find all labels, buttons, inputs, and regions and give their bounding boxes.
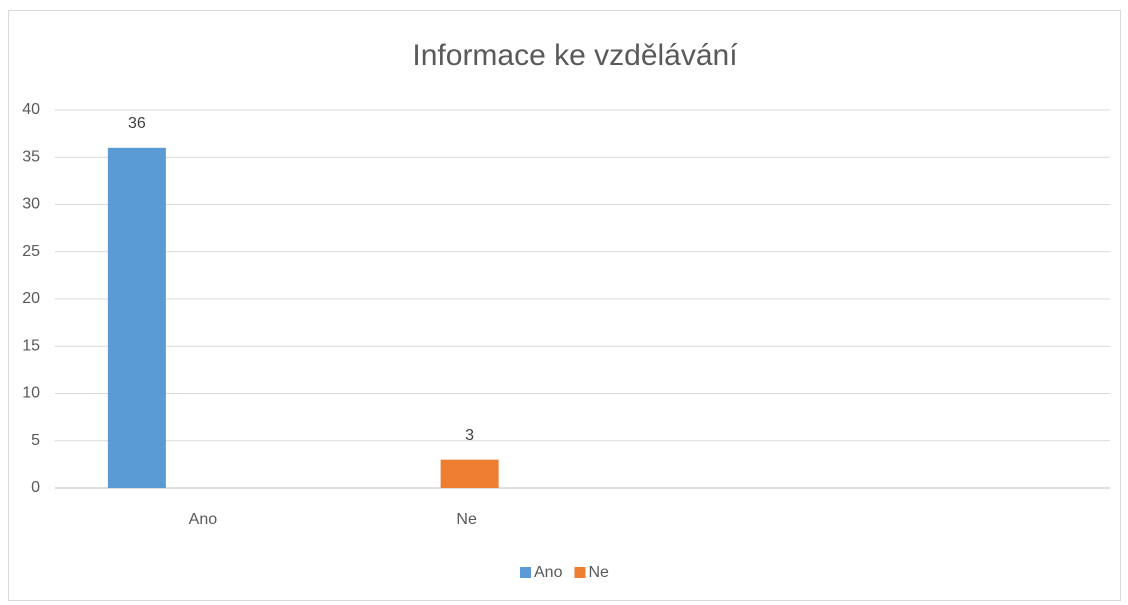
bar [440, 459, 499, 488]
data-label: 3 [465, 427, 474, 444]
y-tick-label: 5 [31, 432, 40, 449]
x-tick-label: Ne [456, 511, 477, 528]
y-tick-label: 20 [22, 290, 40, 307]
data-label: 36 [128, 115, 146, 132]
y-tick-label: 15 [22, 337, 40, 354]
y-tick-label: 25 [22, 243, 40, 260]
legend-label: Ano [534, 564, 563, 581]
x-tick-label: Ano [189, 511, 218, 528]
y-tick-label: 30 [22, 196, 40, 213]
legend-swatch [520, 567, 531, 578]
y-tick-label: 0 [31, 479, 40, 496]
chart-title: Informace ke vzdělávání [412, 39, 738, 72]
legend-swatch [574, 567, 586, 578]
y-tick-label: 10 [22, 385, 40, 402]
bar [107, 147, 166, 489]
y-tick-label: 40 [22, 101, 40, 118]
chart-frame [8, 10, 1121, 601]
y-tick-label: 35 [22, 148, 40, 165]
legend-label: Ne [588, 564, 609, 581]
